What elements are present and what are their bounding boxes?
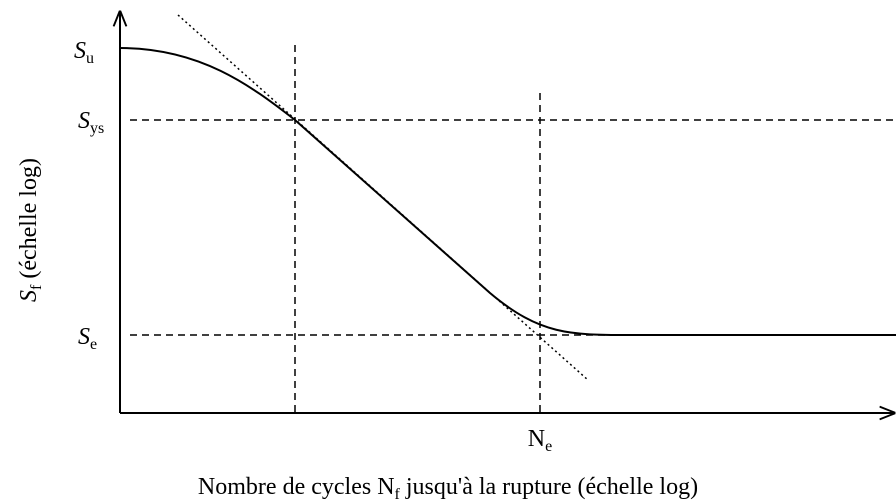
symbol: S <box>16 290 42 302</box>
subscript: ys <box>90 120 104 137</box>
text: Nombre de cycles <box>198 474 371 500</box>
subscript: u <box>86 50 94 67</box>
subscript: e <box>545 438 552 455</box>
ne-label: Ne <box>528 426 552 455</box>
subscript: f <box>28 284 45 290</box>
y-axis-label: Sf (échelle log) <box>16 158 45 302</box>
sn-curve <box>119 47 896 336</box>
subscript: e <box>90 336 97 353</box>
se-label: Se <box>78 324 97 353</box>
symbol: S <box>74 38 86 64</box>
symbol: S <box>78 324 90 350</box>
text: jusqu'à la rupture (échelle log) <box>405 474 698 500</box>
subscript: f <box>395 486 401 503</box>
symbol: S <box>78 108 90 134</box>
symbol: N <box>528 426 545 452</box>
symbol: N <box>377 474 394 500</box>
sys-label: Sys <box>78 108 104 137</box>
su-label: Su <box>74 38 94 67</box>
text: (échelle log) <box>16 158 42 279</box>
x-axis-label: Nombre de cycles Nf jusqu'à la rupture (… <box>198 474 698 503</box>
tangent-line <box>177 14 589 381</box>
